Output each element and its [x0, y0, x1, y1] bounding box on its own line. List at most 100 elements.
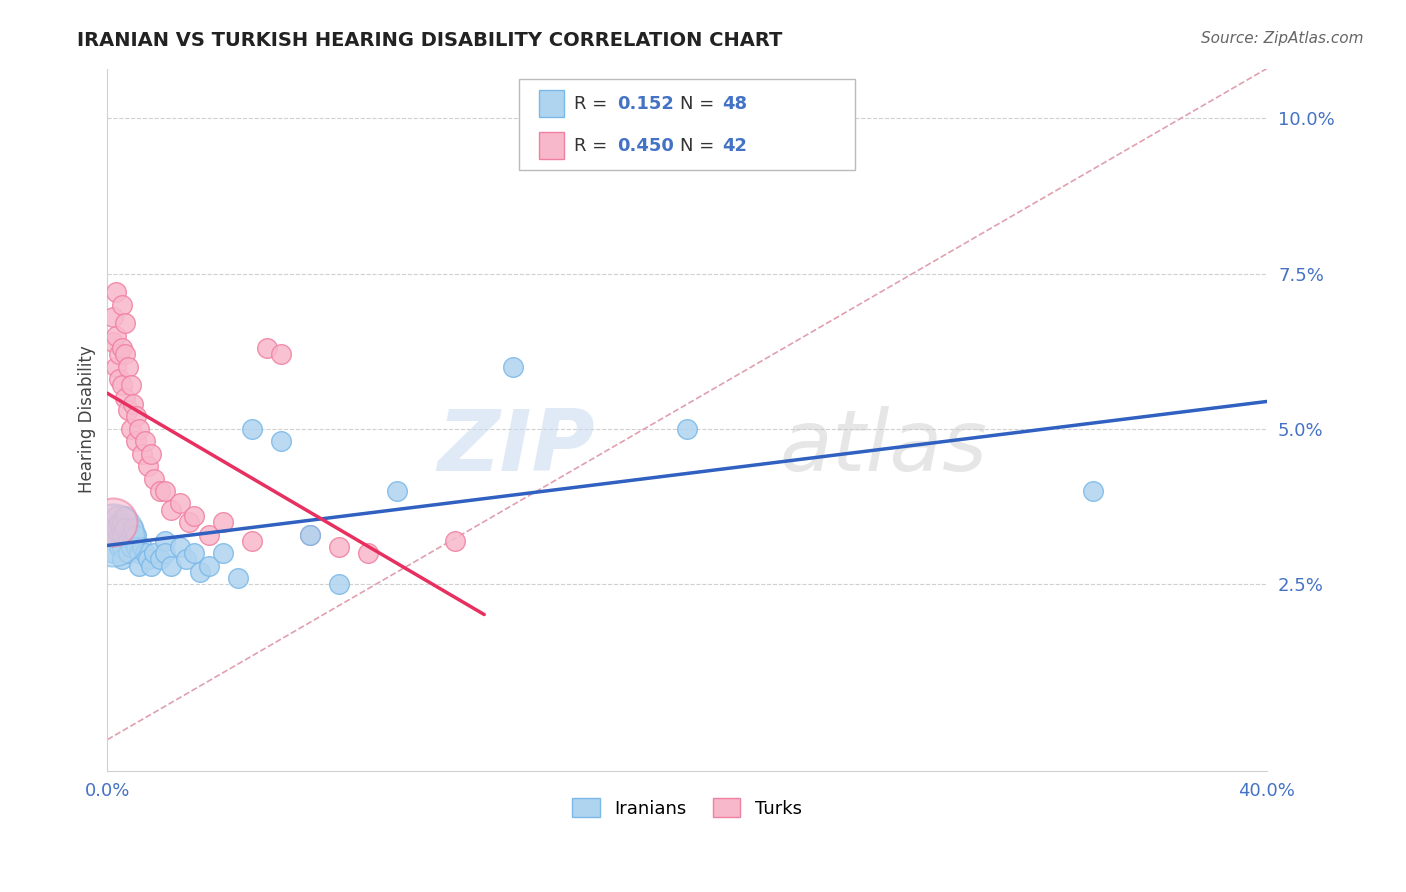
Point [122, 397, 145, 411]
Point [105, 285, 128, 300]
Point [101, 334, 124, 349]
Point [139, 558, 162, 573]
Point [114, 347, 136, 361]
Text: IRANIAN VS TURKISH HEARING DISABILITY CORRELATION CHART: IRANIAN VS TURKISH HEARING DISABILITY CO… [77, 31, 783, 50]
Point [444, 533, 467, 548]
Point [131, 447, 153, 461]
Point [111, 515, 134, 529]
Point [120, 422, 142, 436]
Point [105, 521, 128, 535]
Point [502, 359, 524, 374]
Point [122, 533, 145, 548]
Text: 42: 42 [721, 136, 747, 154]
Text: Source: ZipAtlas.com: Source: ZipAtlas.com [1201, 31, 1364, 46]
Point [111, 341, 134, 355]
Point [160, 502, 183, 516]
Point [226, 571, 249, 585]
Point [105, 328, 128, 343]
Point [387, 484, 409, 499]
Point [111, 540, 134, 554]
Point [128, 422, 150, 436]
Point [108, 347, 131, 361]
FancyBboxPatch shape [538, 132, 564, 159]
Text: 0.152: 0.152 [617, 95, 675, 112]
Point [134, 546, 156, 560]
Point [105, 508, 128, 523]
Point [142, 472, 165, 486]
Point [240, 422, 263, 436]
Text: N =: N = [681, 136, 720, 154]
Point [117, 359, 139, 374]
Point [105, 359, 128, 374]
Point [117, 403, 139, 417]
Point [128, 546, 150, 560]
Legend: Iranians, Turks: Iranians, Turks [565, 791, 808, 825]
Point [183, 508, 205, 523]
Point [169, 496, 191, 510]
Text: atlas: atlas [780, 406, 988, 489]
Point [270, 434, 292, 449]
Point [111, 378, 134, 392]
Point [101, 515, 124, 529]
Point [139, 447, 162, 461]
Point [131, 540, 153, 554]
Point [240, 533, 263, 548]
Point [198, 527, 221, 541]
Point [111, 527, 134, 541]
Point [142, 546, 165, 560]
Point [155, 533, 177, 548]
Point [108, 540, 131, 554]
Point [120, 378, 142, 392]
Text: R =: R = [574, 136, 613, 154]
Point [111, 552, 134, 566]
Point [1081, 484, 1104, 499]
Point [101, 521, 124, 535]
Point [134, 434, 156, 449]
Point [108, 515, 131, 529]
Point [117, 546, 139, 560]
Text: N =: N = [681, 95, 720, 112]
Point [299, 527, 322, 541]
Point [114, 508, 136, 523]
Point [357, 546, 380, 560]
Point [155, 484, 177, 499]
Point [328, 577, 350, 591]
Point [212, 546, 235, 560]
Point [128, 558, 150, 573]
Point [101, 546, 124, 560]
Point [198, 558, 221, 573]
Point [108, 372, 131, 386]
Point [114, 316, 136, 330]
Text: R =: R = [574, 95, 613, 112]
Point [160, 558, 183, 573]
Point [270, 347, 292, 361]
Point [676, 422, 699, 436]
Point [120, 527, 142, 541]
Point [101, 310, 124, 324]
Text: 48: 48 [721, 95, 747, 112]
Point [101, 527, 124, 541]
Point [174, 552, 197, 566]
Point [212, 515, 235, 529]
Text: ZIP: ZIP [437, 406, 595, 489]
Point [136, 552, 159, 566]
Point [125, 527, 148, 541]
Point [108, 527, 131, 541]
Point [117, 533, 139, 548]
Point [136, 459, 159, 474]
Point [122, 521, 145, 535]
Point [125, 434, 148, 449]
Y-axis label: Hearing Disability: Hearing Disability [79, 346, 96, 493]
Point [299, 527, 322, 541]
FancyBboxPatch shape [538, 90, 564, 117]
Point [111, 298, 134, 312]
Point [101, 533, 124, 548]
Point [125, 540, 148, 554]
FancyBboxPatch shape [519, 79, 855, 170]
Point [256, 341, 278, 355]
Point [177, 515, 200, 529]
Point [148, 484, 170, 499]
Point [120, 540, 142, 554]
Point [125, 409, 148, 424]
Point [169, 540, 191, 554]
